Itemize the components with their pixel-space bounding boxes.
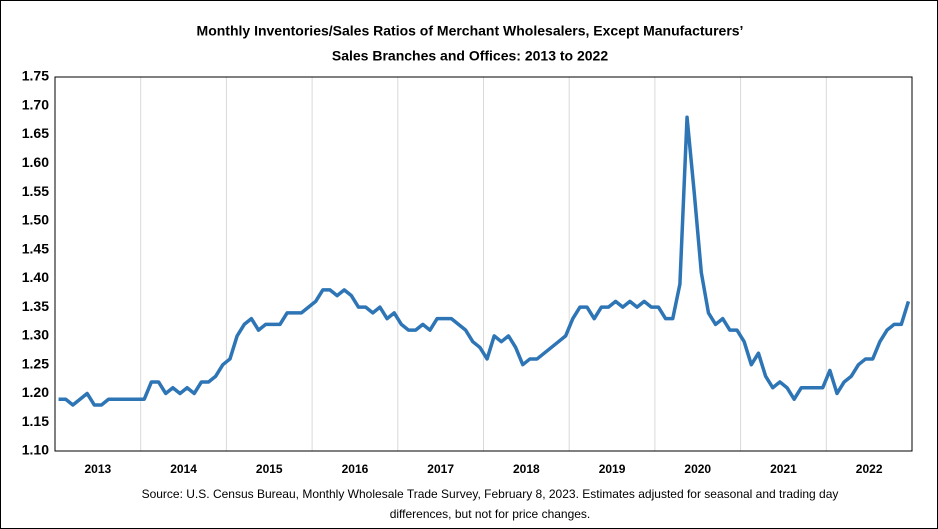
x-tick-label: 2021	[770, 462, 797, 476]
x-tick-label: 2016	[342, 462, 369, 476]
x-tick-label: 2015	[256, 462, 283, 476]
x-tick-label: 2013	[84, 462, 111, 476]
data-line	[58, 115, 911, 407]
y-tick-label: 1.25	[22, 355, 49, 371]
x-tick-label: 2020	[684, 462, 711, 476]
x-tick-label: 2017	[427, 462, 454, 476]
x-tick-label: 2018	[513, 462, 540, 476]
y-tick-label: 1.15	[22, 413, 49, 429]
source-note: differences, but not for price changes.	[390, 507, 591, 521]
y-tick-label: 1.55	[22, 183, 49, 199]
y-tick-label: 1.70	[22, 96, 49, 112]
chart-title: Sales Branches and Offices: 2013 to 2022	[332, 48, 608, 64]
y-tick-label: 1.50	[22, 212, 49, 228]
y-tick-label: 1.75	[22, 68, 49, 84]
y-tick-label: 1.65	[22, 125, 49, 141]
y-tick-label: 1.30	[22, 327, 49, 343]
plot-area	[54, 76, 913, 452]
x-tick-label: 2019	[599, 462, 626, 476]
source-note: Source: U.S. Census Bureau, Monthly Whol…	[142, 487, 839, 501]
chart-title: Monthly Inventories/Sales Ratios of Merc…	[197, 23, 744, 39]
y-tick-label: 1.60	[22, 154, 49, 170]
y-tick-label: 1.20	[22, 384, 49, 400]
y-tick-label: 1.45	[22, 240, 49, 256]
x-tick-label: 2014	[170, 462, 197, 476]
y-tick-label: 1.35	[22, 298, 49, 314]
y-tick-label: 1.10	[22, 442, 49, 458]
y-tick-label: 1.40	[22, 269, 49, 285]
x-tick-label: 2022	[856, 462, 883, 476]
